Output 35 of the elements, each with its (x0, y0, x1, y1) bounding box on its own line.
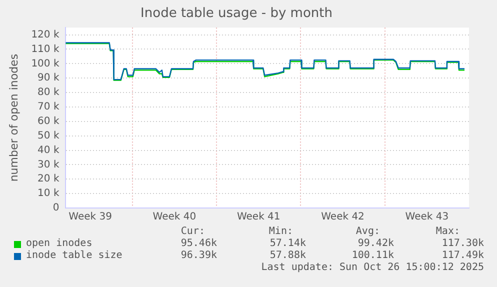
y-tick-label: 100 k (31, 58, 60, 70)
text: 57.14k (270, 238, 306, 249)
legend-label: open inodes (26, 238, 92, 249)
text: 99.42k (358, 238, 394, 249)
y-axis-title: number of open inodes (7, 54, 20, 182)
text: 117.30k (442, 238, 484, 249)
text: 57.88k (270, 250, 306, 261)
text: 95.46k (180, 238, 217, 249)
y-tick-label: 0 (52, 202, 60, 214)
legend-label: inode table size (26, 250, 122, 261)
y-tick-label: 110 k (31, 44, 60, 55)
text: Avg: (356, 226, 380, 237)
y-tick-label: 40 k (38, 144, 60, 156)
text: Last update: Sun Oct 26 15:00:12 2025 (261, 262, 484, 273)
x-tick-label: Week 43 (405, 212, 449, 223)
y-tick-label: 50 k (38, 130, 60, 142)
text: 96.39k (180, 250, 217, 261)
y-tick-label: 10 k (38, 188, 60, 200)
y-tick-label: 90 k (38, 72, 60, 84)
x-tick-label: Week 40 (152, 212, 196, 223)
y-tick-label: 120 k (31, 29, 60, 40)
y-tick-label: 80 k (38, 87, 60, 98)
text: 117.49k (442, 250, 484, 261)
y-tick-label: 30 k (38, 159, 60, 170)
chart-title: Inode table usage - by month (140, 6, 332, 22)
x-tick-label: Week 42 (321, 212, 364, 223)
text: Min: (268, 226, 293, 237)
y-tick-label: 20 k (38, 174, 60, 185)
text: Max: (436, 226, 460, 237)
x-tick-label: Week 41 (236, 212, 280, 223)
text: 100.11k (352, 250, 394, 261)
y-tick-label: 60 k (38, 116, 60, 127)
x-tick-label: Week 39 (68, 212, 112, 223)
text: Cur: (180, 226, 205, 237)
y-tick-label: 70 k (38, 102, 60, 113)
